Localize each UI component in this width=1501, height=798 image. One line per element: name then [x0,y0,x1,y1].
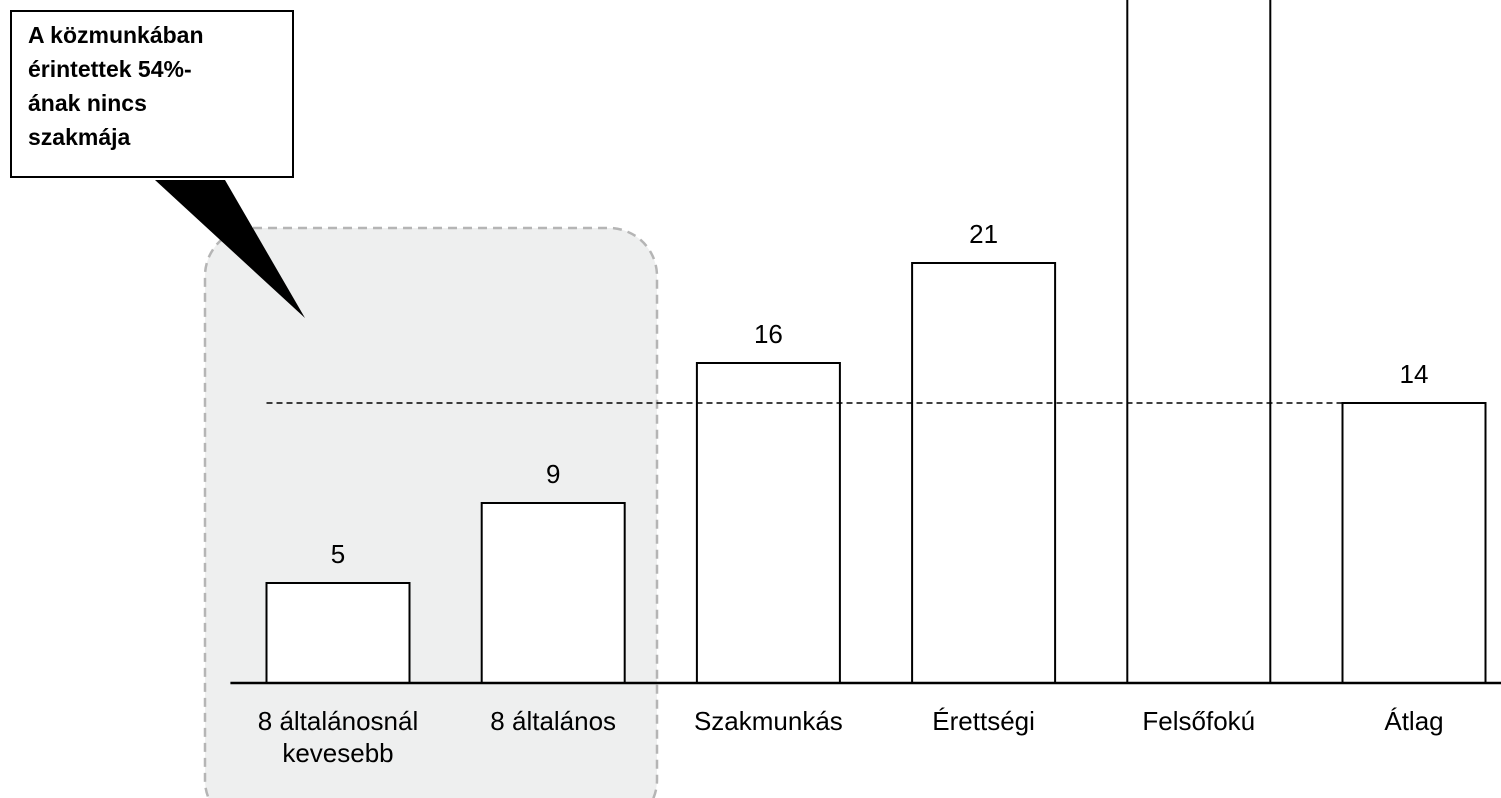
bar [1126,0,1272,684]
value-label: 21 [969,219,998,249]
x-tick-label: Felsőfokú [1142,706,1256,736]
bar [480,502,626,684]
annotation-line: érintettek 54%- [28,56,192,82]
annotation-box: A közmunkában érintettek 54%- ának nincs sz… [10,10,294,178]
bar [265,582,411,684]
value-label: 16 [754,319,783,349]
x-tick-label: Szakmunkás [693,706,843,736]
annotation-line: ának nincs [28,90,147,116]
bar [1341,402,1487,684]
bar [911,262,1057,684]
annotation-line: A közmunkában [28,22,204,48]
callout-pointer [155,180,305,318]
value-label: 14 [1400,359,1429,389]
annotation-line: szakmája [28,124,131,150]
value-label: 9 [546,459,560,489]
value-label: 5 [331,539,345,569]
x-tick-label: Érettségi [932,706,1035,736]
x-tick-label: 8 általános [490,706,617,736]
x-tick-label: 8 általánosnál kevesebb [257,706,419,768]
bar [695,362,841,684]
x-tick-label: Átlag [1384,706,1444,736]
